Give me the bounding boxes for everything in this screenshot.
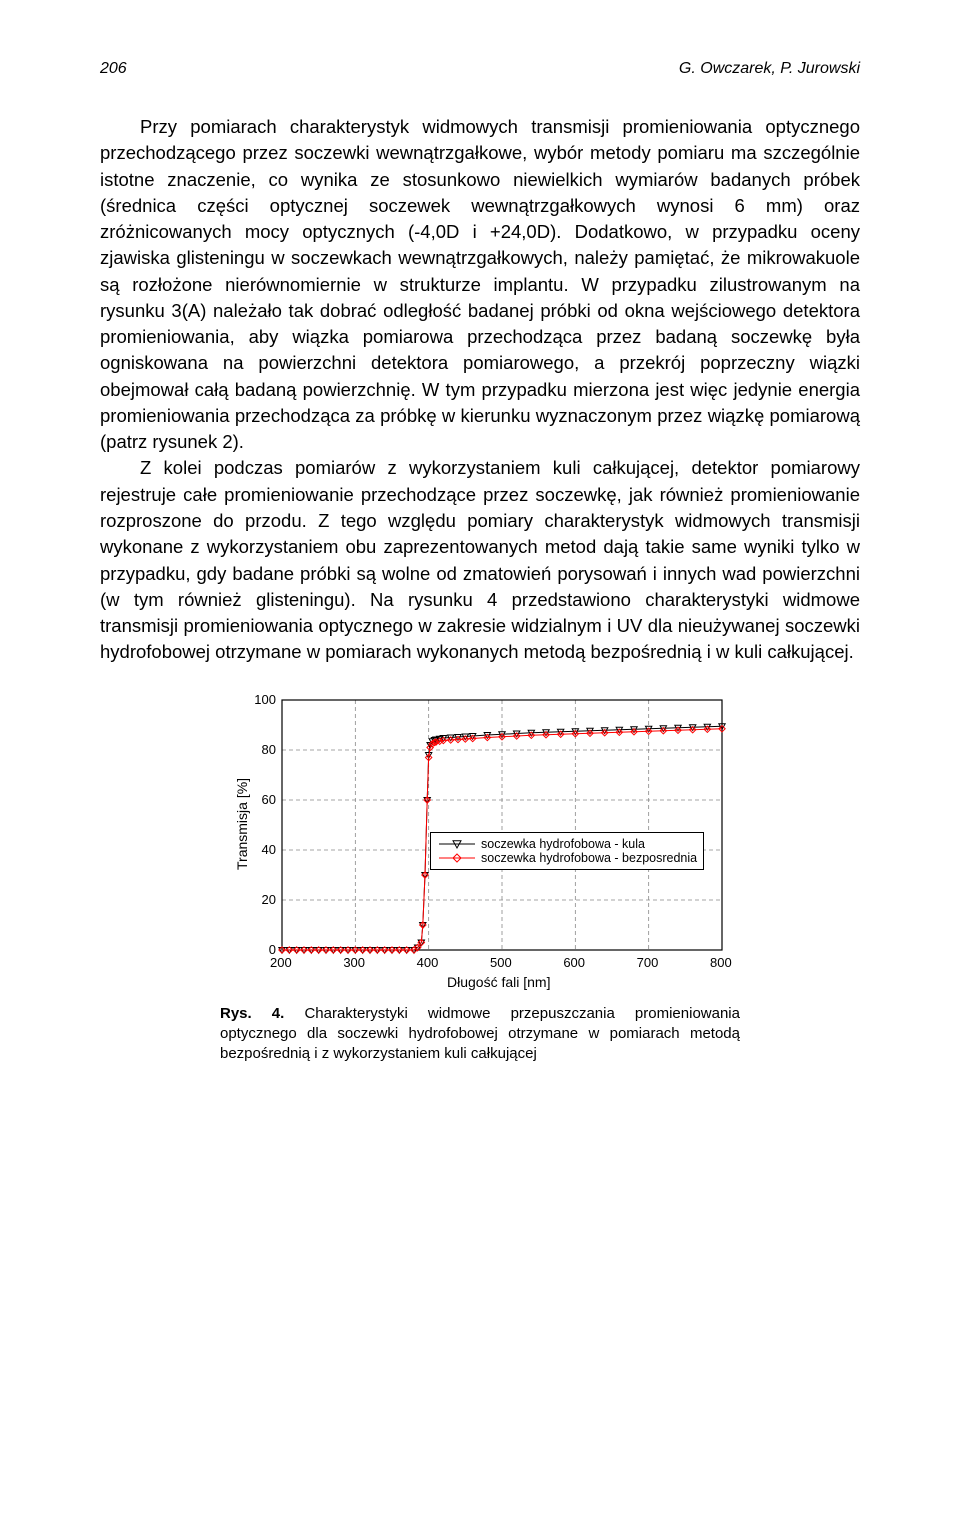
legend-label: soczewka hydrofobowa - bezposrednia [481,851,697,865]
xtick-label: 400 [417,955,439,970]
legend-item: soczewka hydrofobowa - kula [437,837,697,851]
chart-legend: soczewka hydrofobowa - kulasoczewka hydr… [430,832,704,870]
chart-container: 020406080100200300400500600700800Transmi… [100,694,860,994]
ytick-label: 60 [262,792,276,807]
paragraph-2: Z kolei podczas pomiarów z wykorzystanie… [100,455,860,665]
page-header: 206 G. Owczarek, P. Jurowski [100,60,860,78]
xtick-label: 700 [637,955,659,970]
header-authors: G. Owczarek, P. Jurowski [679,60,860,78]
xtick-label: 500 [490,955,512,970]
figure-caption: Rys. 4. Charakterystyki widmowe przepusz… [220,1004,740,1065]
caption-label: Rys. 4. [220,1005,284,1022]
page: 206 G. Owczarek, P. Jurowski Przy pomiar… [0,0,960,1104]
xtick-label: 600 [563,955,585,970]
transmission-chart: 020406080100200300400500600700800Transmi… [220,694,740,994]
y-axis-label: Transmisja [%] [234,778,250,870]
body-text: Przy pomiarach charakterystyk widmowych … [100,114,860,666]
caption-text: Charakterystyki widmowe przepuszczania p… [220,1005,740,1063]
legend-marker-icon [437,837,477,851]
x-axis-label: Długość fali [nm] [447,974,550,990]
ytick-label: 100 [254,692,276,707]
xtick-label: 800 [710,955,732,970]
ytick-label: 40 [262,842,276,857]
ytick-label: 80 [262,742,276,757]
ytick-label: 20 [262,892,276,907]
legend-label: soczewka hydrofobowa - kula [481,837,645,851]
page-number: 206 [100,60,127,78]
xtick-label: 300 [343,955,365,970]
legend-item: soczewka hydrofobowa - bezposrednia [437,851,697,865]
paragraph-1: Przy pomiarach charakterystyk widmowych … [100,114,860,455]
legend-marker-icon [437,851,477,865]
xtick-label: 200 [270,955,292,970]
